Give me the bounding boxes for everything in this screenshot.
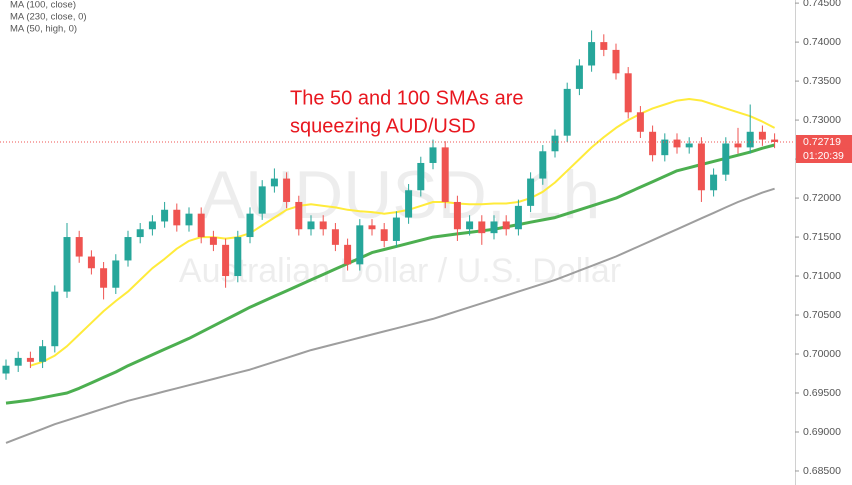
watermark: AUDUSD, 1h Australian Dollar / U.S. Doll… bbox=[179, 157, 621, 290]
candle-body bbox=[51, 291, 59, 347]
candle-body bbox=[466, 221, 474, 230]
candle-body bbox=[673, 139, 681, 148]
candle-body bbox=[527, 178, 535, 206]
candle-body bbox=[478, 221, 486, 234]
candle-body bbox=[380, 229, 388, 241]
candle-body bbox=[575, 65, 583, 89]
candle-body bbox=[636, 112, 644, 132]
candle-body bbox=[344, 244, 352, 265]
candle-body bbox=[514, 205, 522, 230]
candle-body bbox=[685, 143, 693, 148]
y-tick-label: 0.70500 bbox=[803, 309, 841, 321]
candle-body bbox=[270, 178, 278, 187]
candle-body bbox=[697, 143, 705, 191]
legend: MA (100, close)MA (230, close, 0)MA (50,… bbox=[10, 0, 87, 35]
candle-body bbox=[551, 135, 559, 152]
y-tick-label: 0.71000 bbox=[803, 270, 841, 282]
candle-body bbox=[246, 213, 254, 238]
candle-body bbox=[624, 73, 632, 113]
y-tick-label: 0.68500 bbox=[803, 465, 841, 477]
watermark-subtitle: Australian Dollar / U.S. Dollar bbox=[179, 252, 621, 290]
candle-body bbox=[600, 42, 608, 50]
candle-body bbox=[331, 229, 339, 245]
candle-body bbox=[588, 42, 596, 66]
candle-body bbox=[392, 217, 400, 241]
annotation-line: The 50 and 100 SMAs are bbox=[290, 87, 523, 109]
candle-body bbox=[148, 221, 156, 230]
legend-entry: MA (50, high, 0) bbox=[10, 24, 77, 35]
legend-entry: MA (230, close, 0) bbox=[10, 12, 87, 23]
candle-body bbox=[234, 237, 242, 277]
ma-line bbox=[5, 187, 775, 444]
candle-body bbox=[356, 225, 364, 265]
candle-body bbox=[209, 237, 217, 245]
candle-body bbox=[75, 237, 83, 257]
candle-body bbox=[319, 221, 327, 230]
candle-body bbox=[197, 213, 205, 238]
y-tick-label: 0.71500 bbox=[803, 231, 841, 243]
candle-body bbox=[161, 209, 169, 222]
candle-body bbox=[722, 143, 730, 175]
candle-body bbox=[563, 88, 571, 136]
candle-body bbox=[26, 357, 34, 362]
candle-body bbox=[222, 244, 230, 277]
candle-body bbox=[63, 237, 71, 292]
candle-body bbox=[295, 201, 303, 230]
candle-body bbox=[136, 229, 144, 238]
candle-body bbox=[417, 162, 425, 191]
candle-body bbox=[100, 268, 108, 288]
price-axis: 0.745000.740000.735000.730000.725000.720… bbox=[795, 0, 852, 477]
candle-body bbox=[612, 49, 620, 74]
candle-body bbox=[14, 357, 22, 366]
candle-body bbox=[429, 147, 437, 163]
candle-body bbox=[771, 139, 779, 142]
y-tick-label: 0.69500 bbox=[803, 387, 841, 399]
y-tick-label: 0.74000 bbox=[803, 36, 841, 48]
candle-body bbox=[258, 186, 266, 214]
plot-area bbox=[0, 30, 795, 444]
ma-line bbox=[5, 143, 775, 405]
last-price-box bbox=[796, 134, 852, 149]
y-tick-label: 0.70000 bbox=[803, 348, 841, 360]
candle-body bbox=[368, 225, 376, 230]
candle-body bbox=[758, 131, 766, 140]
candle-body bbox=[39, 346, 47, 362]
last-price-label: 0.72719 bbox=[803, 136, 841, 148]
candle-body bbox=[283, 178, 291, 202]
y-tick-label: 0.72000 bbox=[803, 192, 841, 204]
candle-body bbox=[441, 147, 449, 202]
candle-body bbox=[661, 139, 669, 156]
y-tick-label: 0.73500 bbox=[803, 75, 841, 87]
candle-body bbox=[307, 221, 315, 230]
candle-body bbox=[710, 174, 718, 191]
candle-body bbox=[502, 221, 510, 230]
candle-body bbox=[649, 131, 657, 156]
candle-body bbox=[87, 256, 95, 269]
candle-body bbox=[746, 131, 754, 148]
countdown-box bbox=[796, 148, 852, 163]
candle-body bbox=[734, 143, 742, 148]
candle-body bbox=[112, 260, 120, 288]
countdown: 01:20:39 bbox=[803, 150, 844, 162]
candle-body bbox=[173, 209, 181, 226]
candle-body bbox=[185, 213, 193, 226]
y-tick-label: 0.73000 bbox=[803, 114, 841, 126]
legend-entry: MA (100, close) bbox=[10, 0, 76, 11]
y-tick-label: 0.74500 bbox=[803, 0, 841, 9]
candle-body bbox=[2, 365, 10, 374]
annotation: The 50 and 100 SMAs are squeezing AUD/USD bbox=[290, 87, 523, 137]
candle-body bbox=[124, 237, 132, 261]
ma-line bbox=[30, 98, 776, 367]
candle-body bbox=[490, 221, 498, 234]
annotation-line: squeezing AUD/USD bbox=[290, 115, 476, 137]
candle-body bbox=[453, 201, 461, 230]
candle-body bbox=[539, 151, 547, 179]
y-tick-label: 0.69000 bbox=[803, 426, 841, 438]
candle-body bbox=[405, 190, 413, 218]
